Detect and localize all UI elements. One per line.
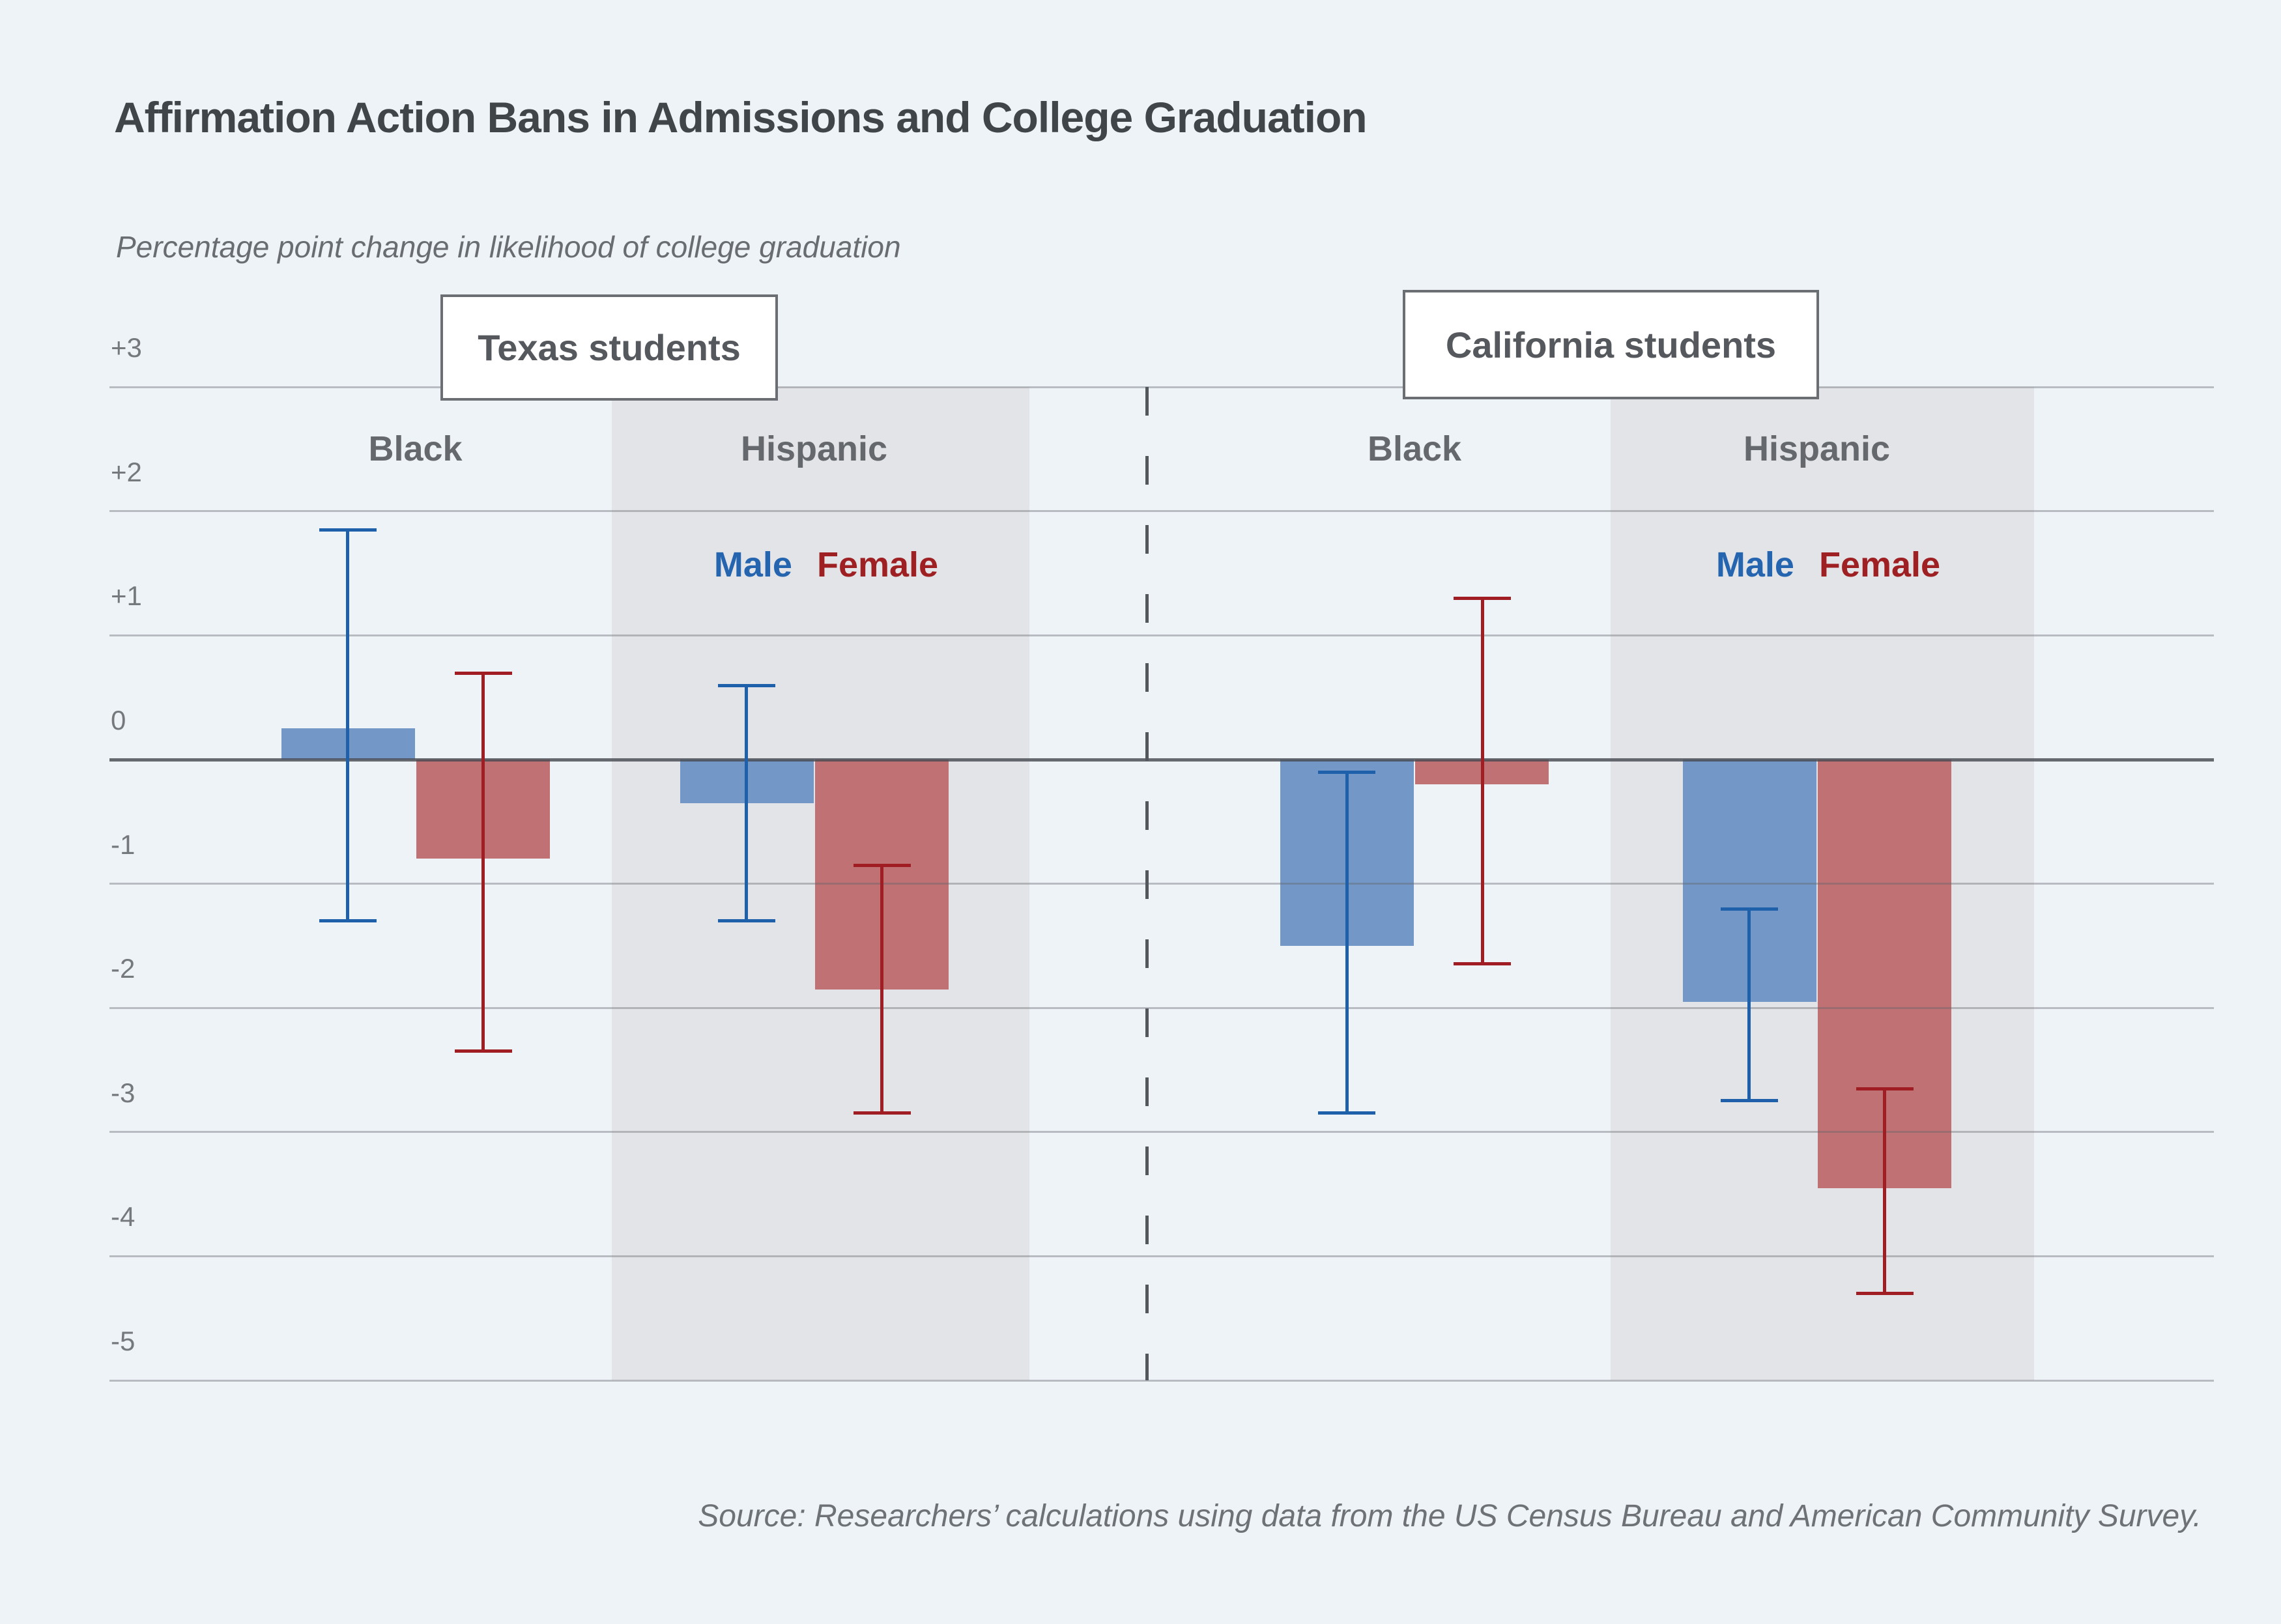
error-bar-texas-black-male	[346, 530, 349, 921]
gridline--3	[109, 1131, 2214, 1133]
gridline-0	[109, 758, 2214, 762]
error-bar-cap-bottom-texas-black-male	[319, 919, 377, 922]
legend-label-female: Female	[816, 545, 939, 584]
tick-label--2: -2	[111, 953, 136, 984]
error-bar-cap-bottom-california-hispanic-male	[1720, 1099, 1778, 1103]
gridline--4	[109, 1255, 2214, 1257]
error-bar-cap-top-california-hispanic-female	[1856, 1087, 1914, 1091]
error-bar-cap-top-texas-black-female	[454, 671, 512, 675]
error-bar-cap-bottom-california-black-female	[1454, 962, 1511, 966]
legend-california: Male Female	[1716, 545, 1940, 585]
group-label-california-black: Black	[1367, 429, 1462, 468]
error-bar-texas-hispanic-female	[880, 865, 883, 1114]
panel-label-box-texas: Texas students	[440, 294, 778, 401]
tick-label--3: -3	[111, 1077, 136, 1108]
group-label-california-hispanic: Hispanic	[1743, 429, 1891, 468]
error-bar-cap-bottom-texas-hispanic-male	[717, 919, 775, 922]
error-bar-cap-top-california-black-male	[1318, 771, 1375, 775]
gridline--2	[109, 1006, 2214, 1009]
tick-label-+3: +3	[111, 332, 142, 363]
error-bar-cap-bottom-california-black-male	[1318, 1111, 1375, 1115]
group-label-texas-hispanic: Hispanic	[740, 429, 888, 468]
error-bar-cap-top-texas-hispanic-female	[853, 864, 911, 867]
tick-label-0: 0	[111, 705, 126, 735]
error-bar-california-black-male	[1345, 772, 1349, 1114]
error-bar-texas-hispanic-male	[745, 685, 748, 921]
legend-label-male: Male	[713, 545, 792, 584]
gridline-+1	[109, 634, 2214, 636]
error-bar-cap-top-california-black-female	[1454, 597, 1511, 601]
group-label-texas-black: Black	[368, 429, 463, 468]
gridline-+3	[109, 386, 2214, 388]
error-bar-california-hispanic-male	[1747, 908, 1751, 1102]
error-bar-cap-top-texas-hispanic-male	[717, 683, 775, 687]
error-bar-cap-bottom-california-hispanic-female	[1856, 1291, 1914, 1295]
source-note: Source: Researchers’ calculations using …	[698, 1499, 2202, 1533]
gridline--1	[109, 883, 2214, 885]
tick-label--4: -4	[111, 1201, 136, 1232]
panel-label-box-california: California students	[1403, 290, 1819, 399]
y-axis-caption: Percentage point change in likelihood of…	[116, 230, 901, 264]
error-bar-cap-top-texas-black-male	[319, 528, 377, 532]
error-bar-california-black-female	[1480, 598, 1484, 965]
tick-label--1: -1	[111, 829, 136, 860]
legend-label-female: Female	[1818, 545, 1941, 584]
gridline-+2	[109, 510, 2214, 513]
error-bar-cap-top-california-hispanic-male	[1720, 907, 1778, 911]
chart-title: Affirmation Action Bans in Admissions an…	[114, 93, 1368, 141]
legend-label-male: Male	[1715, 545, 1794, 584]
panel-divider	[1145, 387, 1149, 1380]
gridline--5	[109, 1379, 2214, 1382]
tick-label-+2: +2	[111, 456, 142, 487]
error-bar-cap-bottom-texas-black-female	[454, 1049, 512, 1053]
legend-texas: Male Female	[714, 545, 938, 585]
tick-label--5: -5	[111, 1326, 136, 1356]
error-bar-texas-black-female	[481, 672, 485, 1051]
error-bar-california-hispanic-female	[1883, 1089, 1886, 1294]
tick-label-+1: +1	[111, 580, 142, 612]
error-bar-cap-bottom-texas-hispanic-female	[853, 1111, 911, 1115]
